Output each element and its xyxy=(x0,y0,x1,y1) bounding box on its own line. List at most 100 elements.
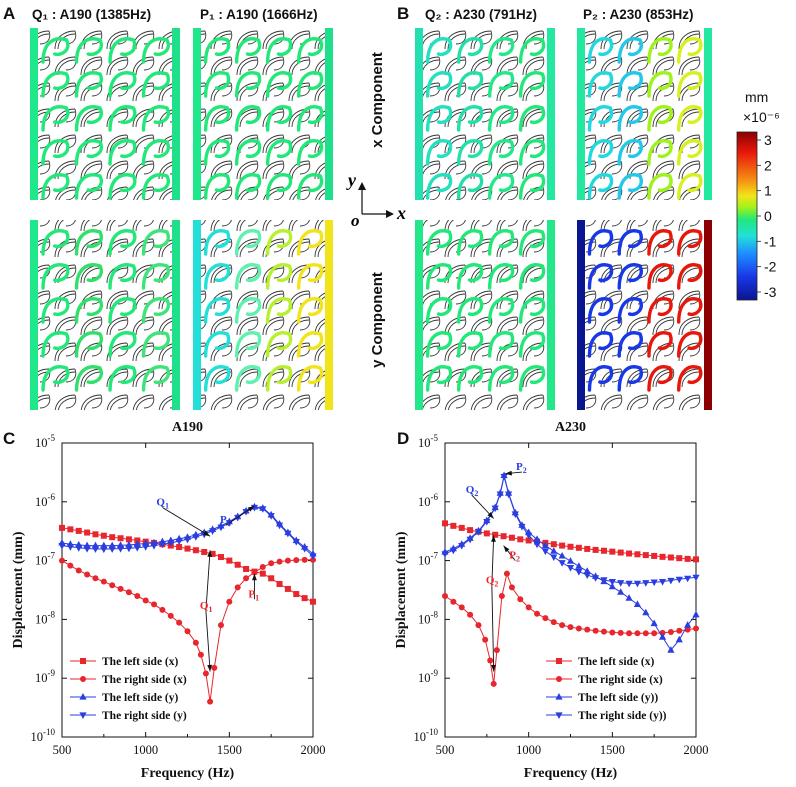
stent-strut xyxy=(108,139,137,166)
data-point xyxy=(556,658,562,664)
x-tick-label: 1500 xyxy=(217,743,242,757)
data-point xyxy=(555,693,563,700)
data-point xyxy=(150,542,158,550)
panel-label-c: C xyxy=(3,429,15,448)
legend-label: The right side (x) xyxy=(578,674,663,686)
stent-strut xyxy=(234,173,262,200)
stent-strut xyxy=(518,331,546,358)
stent-strut xyxy=(425,139,453,166)
data-point xyxy=(310,598,316,605)
stent-strut xyxy=(203,331,231,358)
stent-strut xyxy=(587,139,614,166)
stent-strut xyxy=(425,297,453,324)
stent-strut xyxy=(74,173,103,200)
data-point xyxy=(450,598,457,605)
stent-left-bar xyxy=(577,220,585,410)
stent-left-bar xyxy=(193,28,201,200)
stent-strut xyxy=(234,37,262,64)
data-point xyxy=(508,534,515,541)
data-point xyxy=(617,588,625,595)
stent-strut xyxy=(234,139,262,166)
stent-left-bar xyxy=(415,28,423,200)
stent-right-bar xyxy=(547,220,555,410)
axis-o-glyph: o xyxy=(351,211,360,230)
plot-frame xyxy=(444,442,697,738)
stent-strut xyxy=(296,71,324,98)
data-point xyxy=(197,651,204,658)
data-point xyxy=(293,591,300,598)
data-point xyxy=(458,542,466,550)
data-point xyxy=(301,545,309,553)
annotation-label: Q1 xyxy=(200,600,213,614)
annotation-label: P1 xyxy=(220,514,231,528)
data-point xyxy=(483,530,490,537)
data-point xyxy=(558,560,566,567)
data-point xyxy=(467,611,474,618)
coordinate-axes-glyph: y o x xyxy=(346,170,406,230)
data-point xyxy=(92,531,99,538)
annotation: Q1 xyxy=(156,496,211,537)
colorbar-tick-label: -2 xyxy=(764,259,777,275)
data-point xyxy=(209,528,217,535)
annotation-label: Q2 xyxy=(486,574,499,588)
stent-tile xyxy=(30,220,180,410)
data-point xyxy=(609,629,616,636)
data-point xyxy=(550,547,558,554)
data-point xyxy=(109,534,116,541)
data-point xyxy=(650,579,658,587)
stent-strut xyxy=(296,365,324,392)
stent-strut xyxy=(296,37,324,64)
stent-strut xyxy=(487,263,515,290)
stent-strut xyxy=(456,37,484,64)
stent-strut xyxy=(617,331,643,358)
data-point xyxy=(533,541,541,549)
data-point xyxy=(482,636,489,643)
data-point xyxy=(67,526,74,533)
x-axis-label: Frequency (Hz) xyxy=(141,766,235,781)
data-point xyxy=(192,547,199,554)
stent-strut xyxy=(487,229,515,256)
data-point xyxy=(504,491,513,499)
stent-strut xyxy=(456,173,484,200)
y-axis-label: Displacement (mm) xyxy=(11,531,26,648)
stent-strut xyxy=(425,173,453,200)
annotation xyxy=(205,610,213,672)
data-point xyxy=(167,612,174,619)
data-point xyxy=(75,567,82,574)
x-tick-label: 1000 xyxy=(516,743,541,757)
data-point xyxy=(243,575,250,582)
data-point xyxy=(550,541,557,548)
stent-strut xyxy=(108,229,137,256)
data-point xyxy=(184,628,191,635)
stent-right-bar xyxy=(704,28,712,200)
stent-strut xyxy=(108,105,137,132)
data-point xyxy=(474,529,483,536)
annotation: P1 xyxy=(248,573,259,602)
stent-strut xyxy=(518,139,546,166)
data-point xyxy=(442,520,448,527)
stent-tile xyxy=(193,220,333,410)
stent-strut xyxy=(296,173,324,200)
stent-strut xyxy=(141,263,170,290)
annotation-label: P2 xyxy=(516,461,527,475)
data-point xyxy=(309,553,317,560)
annotation-arrowhead xyxy=(487,512,494,519)
data-point xyxy=(176,619,183,626)
data-point xyxy=(651,552,658,559)
stent-strut xyxy=(425,105,453,132)
data-point xyxy=(259,506,267,513)
stent-strut xyxy=(296,297,324,324)
data-point xyxy=(80,676,86,682)
annotation-arrowhead xyxy=(252,573,257,581)
stent-strut xyxy=(41,229,70,256)
data-point xyxy=(541,541,549,549)
data-point xyxy=(676,555,683,562)
stent-strut xyxy=(587,331,614,358)
annotation: Q2 xyxy=(486,535,499,588)
stent-strut xyxy=(677,71,703,98)
legend-label: The left side (y) xyxy=(102,692,179,704)
data-point xyxy=(175,538,183,546)
x-tick-label: 1500 xyxy=(600,743,625,757)
data-point xyxy=(80,658,86,664)
legend-entry: The left side (y) xyxy=(70,692,179,704)
